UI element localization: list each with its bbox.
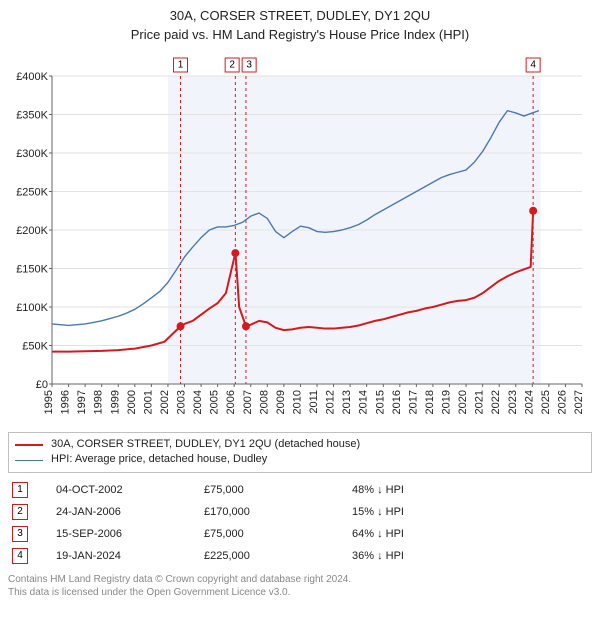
svg-text:2000: 2000 [126,390,138,414]
svg-text:2001: 2001 [142,390,154,414]
svg-text:2019: 2019 [441,390,453,414]
event-delta: 36% ↓ HPI [348,545,592,567]
svg-text:£0: £0 [36,379,48,391]
svg-text:3: 3 [246,60,252,71]
legend-swatch [15,444,43,446]
svg-text:2025: 2025 [540,390,552,414]
svg-text:2023: 2023 [507,390,519,414]
svg-text:2015: 2015 [374,390,386,414]
event-date: 04-OCT-2002 [52,479,200,501]
svg-text:£100K: £100K [16,302,48,314]
svg-text:£200K: £200K [16,225,48,237]
legend-swatch [15,460,43,461]
svg-text:1995: 1995 [43,390,55,414]
svg-text:2002: 2002 [159,390,171,414]
svg-text:2009: 2009 [275,390,287,414]
event-price: £75,000 [200,523,348,545]
svg-text:2011: 2011 [308,390,320,414]
svg-text:£50K: £50K [22,341,48,353]
event-delta: 15% ↓ HPI [348,501,592,523]
svg-text:2017: 2017 [407,390,419,414]
svg-text:2: 2 [229,60,235,71]
legend-label: HPI: Average price, detached house, Dudl… [51,452,267,467]
event-price: £225,000 [200,545,348,567]
event-row: 4 19-JAN-2024£225,00036% ↓ HPI [8,545,592,567]
svg-text:1999: 1999 [109,390,121,414]
svg-text:2008: 2008 [258,390,270,414]
svg-text:2005: 2005 [209,390,221,414]
svg-text:2022: 2022 [490,390,502,414]
event-row: 1 04-OCT-2002£75,00048% ↓ HPI [8,479,592,501]
svg-text:2006: 2006 [225,390,237,414]
legend-label: 30A, CORSER STREET, DUDLEY, DY1 2QU (det… [51,437,360,452]
svg-text:£150K: £150K [16,264,48,276]
svg-text:2013: 2013 [341,390,353,414]
svg-text:£300K: £300K [16,148,48,160]
svg-text:2014: 2014 [358,390,370,414]
footnote: Contains HM Land Registry data © Crown c… [8,573,592,599]
legend-item: HPI: Average price, detached house, Dudl… [15,452,585,467]
chart-subtitle: Price paid vs. HM Land Registry's House … [8,27,592,42]
svg-text:£400K: £400K [16,71,48,83]
chart-container: 30A, CORSER STREET, DUDLEY, DY1 2QU Pric… [0,0,600,620]
legend: 30A, CORSER STREET, DUDLEY, DY1 2QU (det… [8,432,592,473]
event-row: 3 15-SEP-2006£75,00064% ↓ HPI [8,523,592,545]
svg-text:2010: 2010 [291,390,303,414]
events-table: 1 04-OCT-2002£75,00048% ↓ HPI 2 24-JAN-2006… [8,479,592,567]
svg-text:2027: 2027 [573,390,585,414]
svg-text:1997: 1997 [76,390,88,414]
event-row: 2 24-JAN-2006£170,00015% ↓ HPI [8,501,592,523]
svg-text:2021: 2021 [474,390,486,414]
svg-text:2012: 2012 [325,390,337,414]
svg-text:1: 1 [178,60,184,71]
svg-text:2016: 2016 [391,390,403,414]
svg-text:1996: 1996 [60,390,72,414]
svg-text:2003: 2003 [176,390,188,414]
event-delta: 64% ↓ HPI [348,523,592,545]
event-price: £170,000 [200,501,348,523]
event-date: 24-JAN-2006 [52,501,200,523]
chart-svg: £0 £50K £100K £150K £200K £250K £300K £350K £400… [8,48,592,428]
event-number-box: 1 [12,482,28,498]
footnote-line-1: Contains HM Land Registry data © Crown c… [8,573,592,586]
chart-title: 30A, CORSER STREET, DUDLEY, DY1 2QU [8,8,592,23]
svg-text:2018: 2018 [424,390,436,414]
event-number-box: 3 [12,526,28,542]
event-delta: 48% ↓ HPI [348,479,592,501]
legend-item: 30A, CORSER STREET, DUDLEY, DY1 2QU (det… [15,437,585,452]
svg-text:2024: 2024 [523,390,535,414]
footnote-line-2: This data is licensed under the Open Gov… [8,586,592,599]
svg-text:2020: 2020 [457,390,469,414]
event-number-box: 4 [12,548,28,564]
svg-text:2004: 2004 [192,390,204,414]
event-price: £75,000 [200,479,348,501]
svg-text:4: 4 [530,60,536,71]
event-date: 19-JAN-2024 [52,545,200,567]
event-number-box: 2 [12,504,28,520]
chart-plot-area: £0 £50K £100K £150K £200K £250K £300K £350K £400… [8,48,592,428]
svg-text:1998: 1998 [93,390,105,414]
svg-text:2026: 2026 [556,390,568,414]
svg-text:£250K: £250K [16,187,48,199]
svg-text:2007: 2007 [242,390,254,414]
event-date: 15-SEP-2006 [52,523,200,545]
svg-text:£350K: £350K [16,110,48,122]
